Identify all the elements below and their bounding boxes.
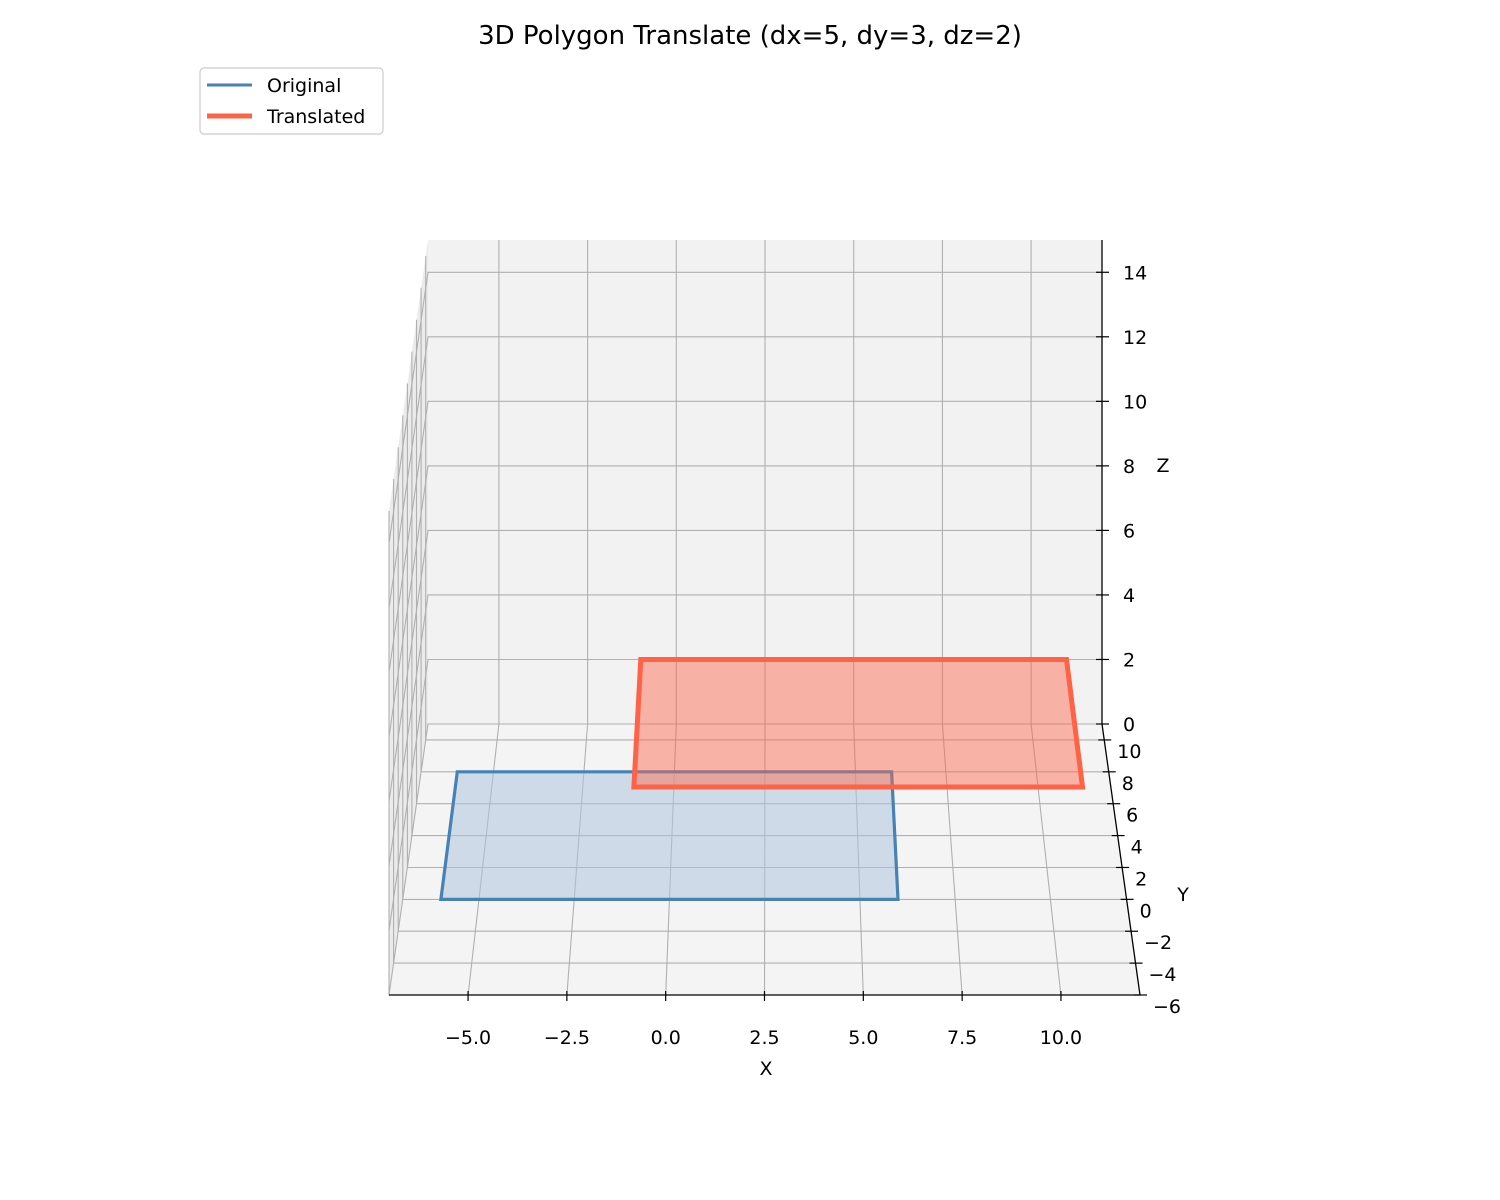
tick-labels: −5.0 −2.5 0.0 2.5 5.0 7.5 10.0 −6 −4 −2 0 2 4 6 8 10 0 2 4…	[445, 262, 1181, 1049]
z-grid-line	[388, 271, 1102, 544]
z-axis-label: Z	[1156, 455, 1169, 477]
y-tick-label: 10	[1117, 741, 1141, 763]
z-tick-label: 14	[1123, 262, 1147, 284]
polygons	[439, 657, 1086, 902]
z-grid-line	[388, 723, 1102, 996]
y-tick-label: 6	[1126, 805, 1138, 827]
x-tick-label: 5.0	[848, 1027, 878, 1049]
z-tick-label: 2	[1123, 649, 1135, 671]
z-grid-line	[388, 465, 1102, 737]
chart-title: 3D Polygon Translate (dx=5, dy=3, dz=2)	[478, 21, 1022, 51]
legend-label-translated: Translated	[266, 106, 365, 128]
x-tick-label: −2.5	[544, 1027, 590, 1049]
z-tick-label: 4	[1123, 585, 1135, 607]
z-grid-line	[388, 400, 1102, 673]
y-tick-label: −6	[1153, 996, 1181, 1018]
y-tick-label: 2	[1135, 868, 1147, 890]
z-tick-label: 10	[1123, 391, 1147, 413]
polygon-fill-original	[440, 771, 898, 900]
z-tick-label: 0	[1123, 714, 1135, 736]
z-tick-label: 8	[1123, 456, 1135, 478]
z-tick-label: 12	[1123, 327, 1147, 349]
y-tick-label: −2	[1144, 932, 1172, 954]
polygon-fill-translated	[633, 659, 1083, 787]
z-grid-line	[388, 529, 1102, 802]
x-axis-label: X	[759, 1058, 772, 1080]
x-tick-label: 0.0	[651, 1027, 681, 1049]
legend-label-original: Original	[267, 75, 341, 97]
y-axis-label: Y	[1176, 884, 1189, 906]
legend: Original Translated	[199, 67, 384, 135]
x-tick-label: 2.5	[749, 1027, 779, 1049]
z-tick-label: 6	[1123, 520, 1135, 542]
x-tick-label: −5.0	[445, 1027, 491, 1049]
z-grid-line	[388, 594, 1102, 866]
z-grid-line	[388, 336, 1102, 608]
y-axis-line	[1101, 723, 1141, 996]
y-tick-label: −4	[1149, 964, 1177, 986]
polygon-edge-original	[439, 770, 900, 902]
x-tick-label: 7.5	[947, 1027, 977, 1049]
y-tick-label: 0	[1140, 900, 1152, 922]
y-tick-label: 4	[1131, 837, 1143, 859]
polygon-edge-translated	[631, 657, 1086, 790]
x-tick-label: 10.0	[1040, 1027, 1082, 1049]
y-tick-label: 8	[1122, 773, 1134, 795]
